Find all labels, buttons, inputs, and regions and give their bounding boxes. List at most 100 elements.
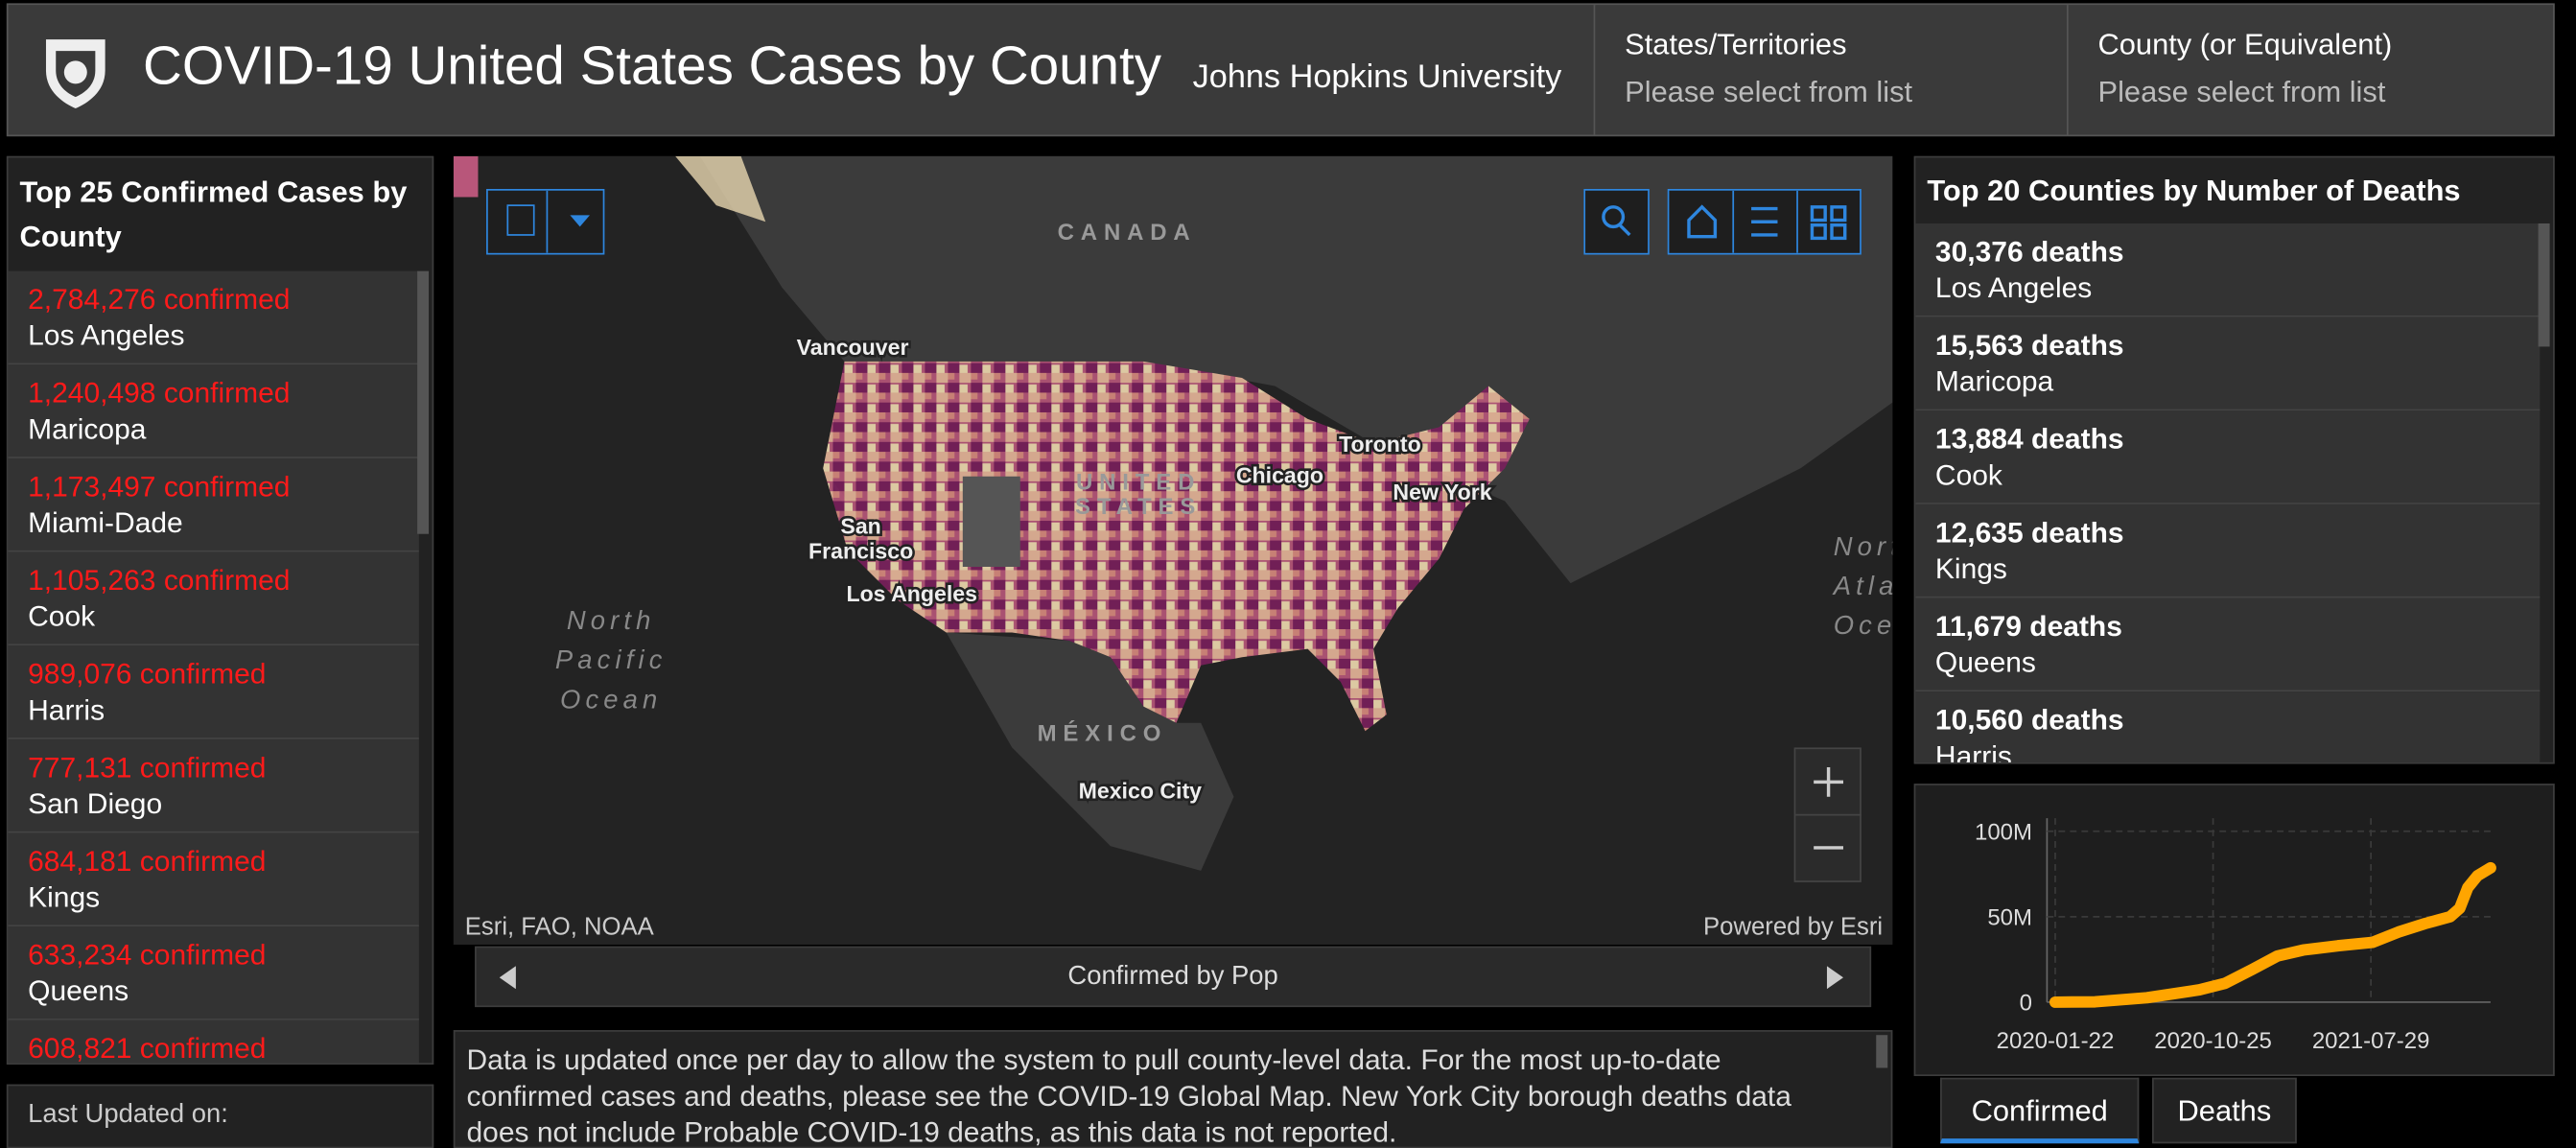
- item-value: 2,784,276 confirmed: [28, 282, 291, 316]
- last-updated: Last Updated on:: [6, 1084, 434, 1148]
- x-tick-label: 2021-07-29: [2312, 1028, 2430, 1054]
- data-line: [2049, 861, 2496, 1008]
- label: States/Territories: [1625, 28, 1847, 61]
- list-item[interactable]: 777,131 confirmed San Diego: [8, 738, 419, 833]
- item-name: Los Angeles: [1934, 270, 2093, 304]
- list-item[interactable]: 12,635 deaths Kings: [1915, 504, 2541, 598]
- list-item[interactable]: 15,563 deaths Maricopa: [1915, 316, 2541, 411]
- search-button[interactable]: [1583, 188, 1650, 255]
- y-tick-label: 0: [2020, 991, 2032, 1017]
- list-item[interactable]: 684,181 confirmed Kings: [8, 832, 419, 927]
- x-tick-label: 2020-10-25: [2154, 1028, 2272, 1054]
- list-item[interactable]: 1,105,263 confirmed Cook: [8, 551, 419, 646]
- item-name: Harris: [1934, 738, 2012, 764]
- map-label: Mexico City: [1079, 779, 1203, 804]
- map-label: Francisco: [808, 538, 913, 563]
- list-item[interactable]: 30,376 deaths Los Angeles: [1915, 223, 2541, 317]
- subtitle: Johns Hopkins University: [1192, 59, 1562, 96]
- list-item[interactable]: 1,240,498 confirmed Maricopa: [8, 364, 419, 458]
- basemap-button[interactable]: [486, 188, 605, 255]
- item-name: Queens: [1934, 645, 2036, 679]
- map-label: Pacific: [555, 644, 667, 674]
- list-item[interactable]: 608,821 confirmed: [8, 1019, 419, 1066]
- map-label: North: [567, 605, 656, 635]
- item-value: 1,173,497 confirmed: [28, 469, 291, 504]
- scrollbar: [1876, 1035, 1888, 1068]
- map-label: UNITED: [1076, 469, 1201, 495]
- item-value: 13,884 deaths: [1934, 422, 2124, 456]
- item-name: Los Angeles: [28, 318, 185, 352]
- cases-panel: Top 25 Confirmed Cases by County 2,784,2…: [6, 155, 434, 1066]
- list-item[interactable]: 11,679 deaths Queens: [1915, 597, 2541, 692]
- county-select[interactable]: County (or Equivalent) Please select from…: [2066, 5, 2555, 135]
- panel-title: Top 25 Confirmed Cases by County: [19, 176, 408, 253]
- y-tick-label: 50M: [1987, 904, 2032, 930]
- label: Last Updated on:: [28, 1100, 228, 1129]
- next-button[interactable]: [1826, 966, 1847, 990]
- item-value: 30,376 deaths: [1934, 234, 2124, 269]
- item-name: Maricopa: [1934, 364, 2054, 398]
- chart-tab[interactable]: Confirmed: [1940, 1077, 2140, 1144]
- list-item[interactable]: 633,234 confirmed Queens: [8, 926, 419, 1020]
- state-select[interactable]: States/Territories Please select from lis…: [1593, 5, 2067, 135]
- header: COVID-19 United States Cases by County J…: [6, 3, 2555, 137]
- item-name: Maricopa: [28, 411, 147, 446]
- item-value: 12,635 deaths: [1934, 515, 2124, 550]
- title: COVID-19 United States Cases by County: [143, 34, 1162, 96]
- chart-tabs: Confirmed Deaths: [1914, 1077, 2555, 1148]
- list-item[interactable]: 989,076 confirmed Harris: [8, 645, 419, 739]
- logo: [45, 39, 105, 109]
- map-label: Vancouver: [797, 335, 909, 360]
- item-value: 633,234 confirmed: [28, 938, 267, 972]
- map-label: Toronto: [1339, 432, 1421, 457]
- list-item[interactable]: 1,173,497 confirmed Miami-Dade: [8, 457, 419, 552]
- map-label: Los Angeles: [846, 581, 977, 606]
- notice: Data is updated once per day to allow th…: [453, 1030, 1893, 1148]
- panel-title: Top 20 Counties by Number of Deaths: [1927, 174, 2461, 207]
- map-label: CANADA: [1058, 220, 1197, 246]
- attribution: Esri, FAO, NOAA: [464, 913, 654, 942]
- list-item[interactable]: 2,784,276 confirmed Los Angeles: [8, 270, 419, 365]
- scrollbar: [2538, 223, 2550, 347]
- map-label: MÉXICO: [1038, 720, 1168, 747]
- item-value: 684,181 confirmed: [28, 844, 267, 878]
- item-value: 11,679 deaths: [1934, 609, 2122, 643]
- y-tick-label: 100M: [1975, 819, 2032, 845]
- item-value: 10,560 deaths: [1934, 703, 2124, 737]
- map-canvas: CANADA Vancouver Toronto Chicago New York San…: [453, 155, 1893, 871]
- map-label: Ocean: [1834, 610, 1893, 640]
- line-chart: 0 50M 100M 2020-01-22 2020-10-25 2021-07-29: [1975, 818, 2496, 1054]
- list-item[interactable]: 13,884 deaths Cook: [1915, 410, 2541, 504]
- chart-tab[interactable]: Deaths: [2152, 1077, 2297, 1144]
- item-name: Cook: [28, 599, 96, 633]
- map-tools[interactable]: [1667, 188, 1862, 255]
- item-name: Miami-Dade: [28, 505, 183, 539]
- item-name: Cook: [1934, 457, 2002, 492]
- item-value: 608,821 confirmed: [28, 1031, 267, 1066]
- map-label: San: [840, 514, 880, 539]
- scrollbar: [417, 270, 430, 534]
- notice-text: Data is updated once per day to allow th…: [466, 1043, 1791, 1148]
- map-label: New York: [1393, 480, 1491, 504]
- prev-button[interactable]: [499, 966, 520, 990]
- item-name: Queens: [28, 973, 129, 1008]
- item-value: 777,131 confirmed: [28, 750, 267, 785]
- map-label: Atlantic: [1832, 571, 1893, 600]
- map-label: North: [1834, 531, 1893, 561]
- zoom-control[interactable]: [1793, 747, 1862, 882]
- placeholder: Please select from list: [1625, 75, 1913, 109]
- item-name: Harris: [28, 692, 105, 727]
- list-item[interactable]: 10,560 deaths Harris: [1915, 691, 2541, 764]
- map-label: STATES: [1075, 494, 1202, 520]
- item-value: 989,076 confirmed: [28, 657, 267, 691]
- deaths-panel: Top 20 Counties by Number of Deaths 30,3…: [1913, 155, 2555, 764]
- placeholder: Please select from list: [2097, 75, 2386, 109]
- deaths-list: 30,376 deaths Los Angeles 15,563 deaths Mar…: [1915, 223, 2541, 764]
- cases-list: 2,784,276 confirmed Los Angeles 1,240,498 …: [8, 270, 419, 1066]
- x-tick-label: 2020-01-22: [1997, 1028, 2115, 1054]
- map-label: Ocean: [560, 684, 662, 714]
- map[interactable]: CANADA Vancouver Toronto Chicago New York San…: [453, 155, 1893, 945]
- label: County (or Equivalent): [2097, 28, 2393, 61]
